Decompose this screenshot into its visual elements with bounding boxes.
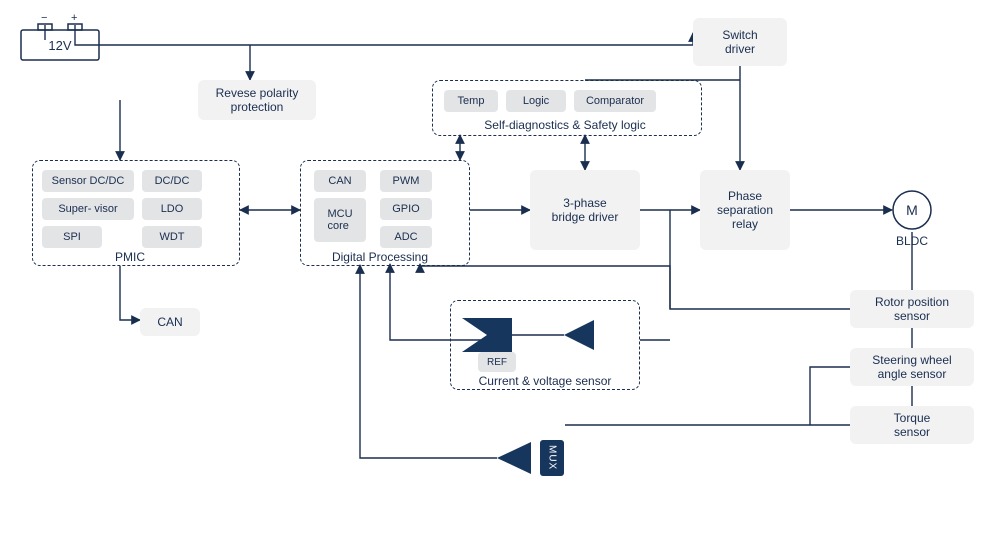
- pmic-cell-0: Sensor DC/DC: [42, 170, 134, 192]
- pmic-cell-1: DC/DC: [142, 170, 202, 192]
- battery: − + 12V: [20, 22, 100, 62]
- sensor-0: Rotor position sensor: [850, 290, 974, 328]
- pmic-cell-2: Super- visor: [42, 198, 134, 220]
- cv-ref: REF: [478, 352, 516, 372]
- cv-label: Current & voltage sensor: [450, 374, 640, 388]
- bldc-motor: M: [892, 190, 932, 230]
- sensor-1: Steering wheel angle sensor: [850, 348, 974, 386]
- digital-label: Digital Processing: [310, 250, 450, 264]
- selfdiag-cell-2: Comparator: [574, 90, 656, 112]
- sensor-2: Torque sensor: [850, 406, 974, 444]
- battery-label: 12V: [20, 38, 100, 53]
- mux-block: MUX: [540, 440, 564, 476]
- pmic-label: PMIC: [100, 250, 160, 264]
- pmic-cell-3: LDO: [142, 198, 202, 220]
- mux-label: MUX: [547, 445, 558, 470]
- bridge-driver: 3-phase bridge driver: [530, 170, 640, 250]
- selfdiag-cell-1: Logic: [506, 90, 566, 112]
- digital-cell-4: ADC: [380, 226, 432, 248]
- reverse-polarity: Revese polarity protection: [198, 80, 316, 120]
- can-block: CAN: [140, 308, 200, 336]
- selfdiag-label: Self-diagnostics & Safety logic: [440, 118, 690, 132]
- pmic-cell-4: SPI: [42, 226, 102, 248]
- battery-plus: +: [71, 12, 77, 24]
- selfdiag-cell-0: Temp: [444, 90, 498, 112]
- bldc-label: BLDC: [886, 234, 938, 248]
- digital-cell-0: CAN: [314, 170, 366, 192]
- phase-relay: Phase separation relay: [700, 170, 790, 250]
- digital-cell-3: GPIO: [380, 198, 432, 220]
- switch-driver: Switch driver: [693, 18, 787, 66]
- digital-cell-1: PWM: [380, 170, 432, 192]
- bldc-glyph: M: [892, 190, 932, 230]
- digital-cell-2: MCU core: [314, 198, 366, 242]
- pmic-cell-5: WDT: [142, 226, 202, 248]
- battery-minus: −: [41, 12, 47, 24]
